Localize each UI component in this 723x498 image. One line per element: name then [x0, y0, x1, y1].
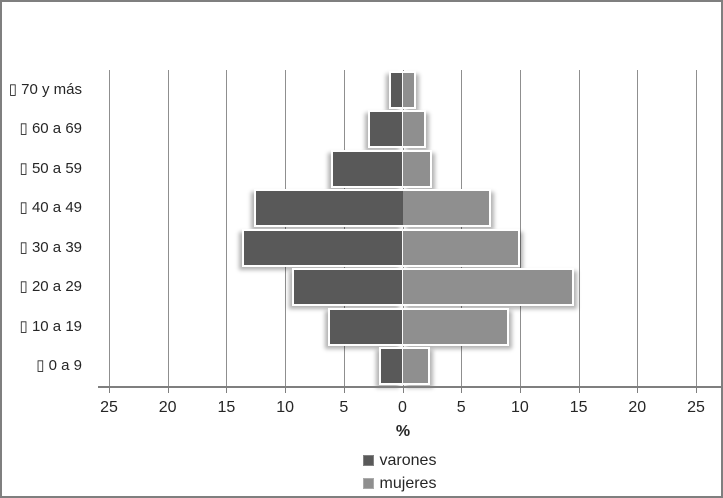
legend: varones mujeres [78, 451, 721, 493]
bar-varones-20-a-29 [292, 268, 403, 307]
axis-tick [226, 388, 228, 393]
bar-mujeres-0-a-9 [402, 347, 431, 386]
legend-label-mujeres: mujeres [379, 475, 437, 492]
bar-varones-0-a-9 [379, 347, 403, 386]
legend-swatch-varones-icon [362, 455, 374, 466]
axis-tick [167, 388, 169, 393]
y-category-label: ▯ 40 a 49 [19, 199, 82, 217]
legend-label-varones: varones [379, 452, 437, 469]
gridline [109, 70, 110, 386]
x-tick-label: 5 [339, 399, 349, 416]
x-tick-label: 10 [510, 399, 529, 416]
x-tick-label: 25 [687, 399, 705, 416]
x-tick-label: 15 [217, 399, 236, 416]
bar-mujeres-30-a-39 [402, 228, 520, 267]
gridline [578, 70, 580, 386]
bar-mujeres-10-a-19 [402, 307, 509, 346]
axis-tick [461, 388, 463, 393]
y-category-label: ▯ 10 a 19 [19, 317, 82, 335]
x-tick-label: 10 [276, 399, 294, 416]
bar-mujeres-70-y-más [402, 70, 417, 109]
legend-swatch-mujeres-icon [362, 478, 374, 489]
bar-varones-10-a-19 [327, 307, 403, 346]
gridline [167, 70, 169, 386]
gridline [343, 70, 345, 386]
legend-item-varones: varones [362, 451, 437, 470]
gridline [285, 70, 287, 386]
x-axis-title: % [395, 423, 411, 440]
bar-varones-60-a-69 [367, 110, 403, 149]
axis-tick [696, 388, 697, 393]
bar-mujeres-60-a-69 [402, 110, 426, 149]
y-category-label: ▯ 50 a 59 [19, 159, 82, 177]
x-tick-label: 0 [398, 399, 407, 416]
bar-varones-70-y-más [388, 70, 403, 109]
y-category-label: ▯ 30 a 39 [19, 238, 82, 256]
legend-item-mujeres: mujeres [362, 474, 437, 493]
axis-tick [637, 388, 639, 393]
gridline [402, 70, 404, 386]
x-tick-label: 20 [628, 399, 647, 416]
axis-tick [285, 388, 287, 393]
y-category-label: ▯ 20 a 29 [19, 278, 82, 296]
axis-tick [578, 388, 580, 393]
x-axis-line [98, 386, 721, 388]
bar-mujeres-20-a-29 [402, 268, 574, 307]
y-category-label: ▯ 60 a 69 [19, 120, 82, 138]
bar-varones-30-a-39 [242, 228, 403, 267]
bar-varones-50-a-59 [331, 149, 403, 188]
axis-tick [109, 388, 110, 393]
x-tick-label: 20 [158, 399, 177, 416]
x-tick-label: 5 [456, 399, 466, 416]
axis-tick [343, 388, 345, 393]
bar-mujeres-40-a-49 [402, 189, 492, 228]
y-category-label: ▯ 70 y más [8, 80, 82, 98]
gridline [226, 70, 228, 386]
y-category-label: ▯ 0 a 9 [36, 357, 82, 375]
axis-tick [519, 388, 521, 393]
x-tick-label: 15 [569, 399, 588, 416]
axis-tick [402, 388, 404, 393]
gridline [461, 70, 463, 386]
bar-mujeres-50-a-59 [402, 149, 432, 188]
x-tick-label: 25 [100, 399, 118, 416]
gridline [696, 70, 697, 386]
gridline [519, 70, 521, 386]
gridline [637, 70, 639, 386]
bar-varones-40-a-49 [253, 189, 403, 228]
